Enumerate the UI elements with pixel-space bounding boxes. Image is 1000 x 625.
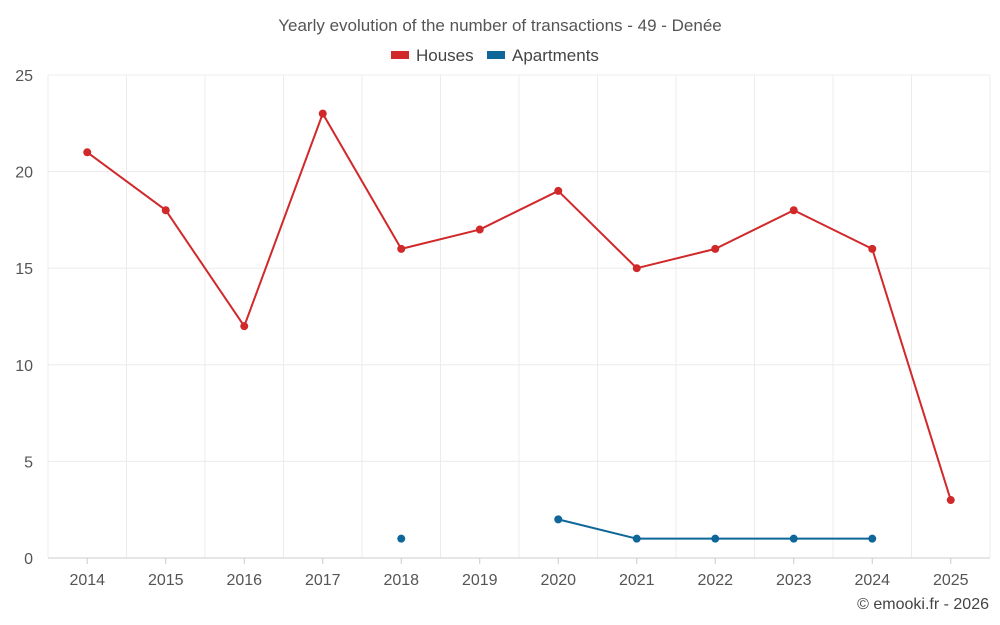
data-point-apartments-2024[interactable]: [868, 534, 877, 543]
x-axis: 2014 2015 2016 2017 2018 2019 2020 2021 2022 2023…: [48, 557, 990, 589]
data-point-apartments-2021[interactable]: [632, 534, 641, 543]
y-tick-label: 15: [15, 261, 33, 278]
y-tick-label: 20: [15, 165, 33, 182]
x-tick-label: 2022: [697, 572, 733, 589]
data-point-houses-2016[interactable]: [240, 322, 249, 331]
series-houses: [83, 109, 955, 505]
legend: Houses Apartments: [391, 46, 599, 65]
y-tick-label: 5: [24, 454, 33, 471]
grid: [47, 74, 991, 559]
x-tick-label: 2016: [226, 572, 262, 589]
data-point-houses-2015[interactable]: [161, 206, 170, 215]
data-point-houses-2021[interactable]: [632, 264, 641, 273]
legend-label-houses: Houses: [416, 46, 474, 65]
y-tick-label: 10: [15, 358, 33, 375]
chart-title: Yearly evolution of the number of transa…: [278, 16, 722, 35]
x-tick-label: 2023: [776, 572, 812, 589]
legend-swatch-apartments: [487, 51, 505, 59]
data-point-houses-2025[interactable]: [946, 496, 955, 505]
x-tick-label: 2018: [383, 572, 419, 589]
data-point-apartments-2020[interactable]: [554, 515, 563, 524]
x-tick-label: 2019: [462, 572, 498, 589]
data-point-houses-2020[interactable]: [554, 186, 563, 195]
x-tick-label: 2015: [148, 572, 184, 589]
x-tick-label: 2020: [540, 572, 576, 589]
data-point-houses-2023[interactable]: [789, 206, 798, 215]
legend-item-apartments[interactable]: Apartments: [487, 46, 599, 65]
series-apartments: [397, 515, 877, 543]
x-tick-label: 2014: [69, 572, 105, 589]
y-axis: 0 5 10 15 20 25: [15, 68, 33, 568]
data-point-apartments-2023[interactable]: [789, 534, 798, 543]
credit-text: © emooki.fr - 2026: [857, 596, 989, 613]
x-tick-label: 2025: [933, 572, 969, 589]
data-point-houses-2018[interactable]: [397, 244, 406, 253]
x-tick-label: 2017: [305, 572, 341, 589]
data-point-houses-2024[interactable]: [868, 244, 877, 253]
series: [83, 109, 955, 543]
legend-swatch-houses: [391, 51, 409, 59]
data-point-houses-2022[interactable]: [711, 244, 720, 253]
data-point-houses-2014[interactable]: [83, 148, 92, 157]
y-tick-label: 25: [15, 68, 33, 85]
x-tick-label: 2021: [619, 572, 655, 589]
series-line-houses: [86, 112, 952, 501]
data-point-houses-2019[interactable]: [475, 225, 484, 234]
legend-label-apartments: Apartments: [512, 46, 599, 65]
y-tick-label: 0: [24, 551, 33, 568]
x-tick-label: 2024: [854, 572, 890, 589]
data-point-houses-2017[interactable]: [318, 109, 327, 118]
legend-item-houses[interactable]: Houses: [391, 46, 474, 65]
data-point-apartments-2022[interactable]: [711, 534, 720, 543]
data-point-apartments-2018[interactable]: [397, 534, 406, 543]
